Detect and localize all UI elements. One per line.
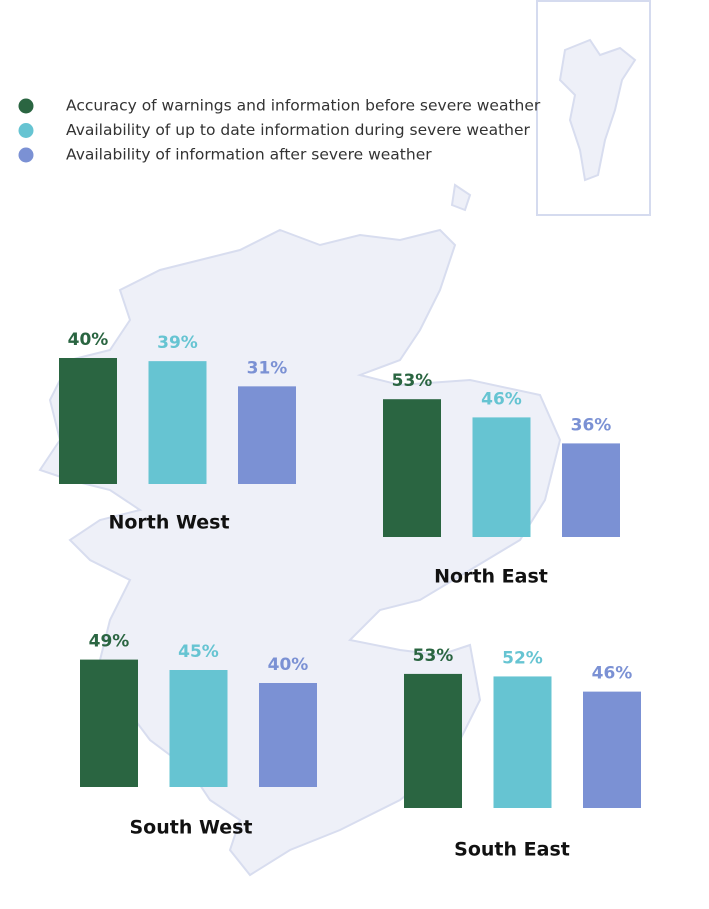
value-label: 31%: [247, 358, 288, 378]
legend-text: Availability of information after severe…: [66, 146, 432, 164]
legend-text: Availability of up to date information d…: [66, 121, 531, 139]
value-label: 40%: [268, 655, 309, 675]
region-label: South West: [129, 817, 252, 839]
bar: [383, 399, 441, 537]
region-label: South East: [454, 839, 570, 861]
region-label: North West: [108, 512, 229, 534]
inset-frame: [536, 0, 651, 216]
islands: [558, 38, 637, 182]
bar: [493, 676, 552, 808]
legend-swatch: [18, 147, 34, 163]
legend-swatch: [18, 123, 34, 138]
bar: [148, 361, 207, 484]
value-label: 45%: [178, 642, 219, 662]
bar: [404, 673, 462, 808]
value-label: 36%: [571, 415, 612, 435]
legend-swatch: [18, 98, 34, 114]
value-label: 53%: [392, 371, 433, 391]
legend-text: Accuracy of warnings and information bef…: [66, 97, 541, 115]
value-label: 52%: [502, 648, 543, 668]
value-label: 49%: [89, 632, 130, 652]
bar: [472, 417, 531, 537]
value-label: 46%: [592, 664, 633, 684]
bar: [80, 659, 138, 787]
region-label: North East: [434, 566, 548, 588]
bar: [238, 386, 296, 484]
value-label: 53%: [413, 646, 454, 666]
value-label: 39%: [157, 333, 198, 353]
value-label: 40%: [68, 330, 109, 350]
islands: [450, 183, 472, 212]
bar: [583, 691, 641, 808]
bar: [562, 443, 620, 537]
value-label: 46%: [481, 389, 522, 409]
bar: [169, 670, 228, 787]
bar: [259, 683, 317, 787]
bar: [59, 358, 117, 484]
